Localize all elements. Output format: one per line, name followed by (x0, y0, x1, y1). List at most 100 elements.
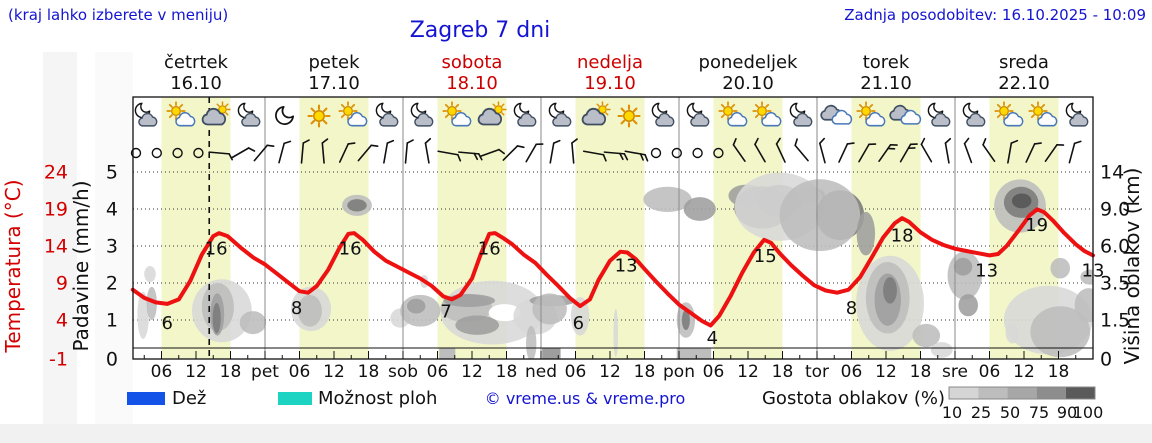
temperature-tick: 4 (56, 310, 68, 332)
day-date: 20.10 (722, 73, 774, 94)
barb-tick (819, 137, 826, 145)
wind-barb (502, 145, 525, 161)
wind-barb (858, 143, 877, 163)
barb-shaft (1007, 142, 1013, 164)
cloud-blob (407, 298, 426, 314)
barb-shaft (732, 144, 746, 162)
cloud-blob (1030, 306, 1091, 358)
density-segment (1065, 387, 1095, 399)
temperature-value: 19 (1025, 215, 1048, 236)
barb-shaft (603, 151, 626, 155)
barb-shaft (338, 143, 350, 163)
calm-circle (130, 147, 142, 159)
temperature-value: 8 (291, 298, 302, 319)
cloud-density-legend-label: Gostota oblakov (%) (762, 388, 945, 409)
calm-wind-symbol (713, 147, 724, 159)
barb-tick (846, 142, 855, 145)
moon-cloud-icon (962, 102, 986, 127)
barb-shaft (437, 150, 459, 156)
density-tick-label: 75 (1029, 403, 1049, 422)
hour-label: 06 (841, 362, 863, 382)
temperature-value: 13 (615, 256, 638, 277)
barb-shaft (278, 142, 285, 164)
barb-shaft (920, 143, 933, 163)
day-separators (264, 97, 956, 359)
barb-tick (794, 138, 798, 147)
page-title: Zagreb 7 dni (410, 18, 551, 43)
barb-shaft (208, 151, 230, 155)
left-margin-strip-1 (43, 52, 77, 424)
barb-shaft (253, 144, 269, 162)
cloud-blob (1080, 269, 1093, 285)
wind-barbs (130, 137, 1082, 164)
barb-shaft (963, 142, 973, 164)
hour-label: 06 (979, 362, 1001, 382)
cloud-blob (137, 291, 149, 339)
day-date: 17.10 (308, 73, 360, 94)
temperature-value: 6 (162, 313, 173, 334)
calm-wind-symbol (151, 147, 163, 159)
wind-barb (338, 142, 356, 163)
wind-barb (838, 142, 855, 163)
copyright-link[interactable]: © vreme.us & vreme.pro (485, 389, 686, 408)
precip-tick: 5 (106, 162, 118, 184)
barb-shaft (944, 142, 950, 164)
wind-barb (437, 150, 462, 162)
hour-label: 12 (875, 362, 897, 382)
wind-barb (300, 139, 310, 164)
wind-barb (963, 137, 973, 164)
barb-tick (424, 137, 432, 144)
barb-shaft (899, 143, 912, 163)
hour-label: 06 (427, 362, 449, 382)
wind-barb (603, 151, 629, 161)
temperature-value: 6 (573, 313, 584, 334)
day-date: 21.10 (860, 73, 912, 94)
barb-tick (887, 147, 896, 150)
cloud-height-tick: 6.0 (1100, 236, 1130, 258)
wind-barb (920, 137, 933, 163)
cloud-blob (912, 323, 941, 348)
wind-barb (479, 148, 505, 158)
barb-shaft (582, 150, 605, 156)
barb-shaft (838, 143, 849, 163)
wind-barb (775, 137, 786, 163)
moon-cloud-icon (134, 102, 158, 127)
barb-shaft (754, 143, 766, 163)
calm-circle (713, 147, 724, 159)
temperature-value: 4 (707, 328, 718, 349)
hour-label: 18 (634, 362, 656, 382)
hour-label: 06 (703, 362, 725, 382)
day-name: ponedeljek (699, 52, 798, 73)
barb-tick (944, 137, 952, 144)
barb-tick (302, 139, 310, 144)
bottom-page-band (0, 424, 1152, 443)
wind-barb (278, 140, 292, 164)
day-abbrev-label: sre (942, 362, 968, 382)
barb-shaft (878, 144, 892, 162)
barb-tick (247, 147, 256, 152)
barb-tick (516, 145, 525, 149)
calm-circle (671, 147, 682, 159)
wind-barb (571, 138, 578, 164)
wind-barb (899, 143, 918, 163)
moon-cloud-icon (1065, 102, 1089, 127)
density-segment (949, 387, 979, 399)
cloud-blob (144, 265, 156, 283)
temperature-value: 18 (891, 225, 914, 246)
cloud-blob (212, 302, 221, 334)
day-abbrev-label: ned (525, 362, 557, 382)
wind-barb (1068, 140, 1082, 164)
temperature-line (130, 207, 1095, 328)
barb-shaft (321, 142, 325, 164)
precip-axis-title: Padavine (mm/h) (69, 180, 93, 351)
precip-tick: 4 (106, 199, 118, 221)
day-abbrev-label: sob (388, 362, 418, 382)
barb-shaft (571, 142, 575, 164)
temperature-value: 13 (975, 261, 998, 282)
day-abbrev-label: pet (251, 362, 279, 382)
cloud-blob (532, 293, 567, 325)
barb-tick (775, 137, 781, 145)
wind-barb (321, 138, 329, 164)
moon-icon (275, 106, 294, 125)
